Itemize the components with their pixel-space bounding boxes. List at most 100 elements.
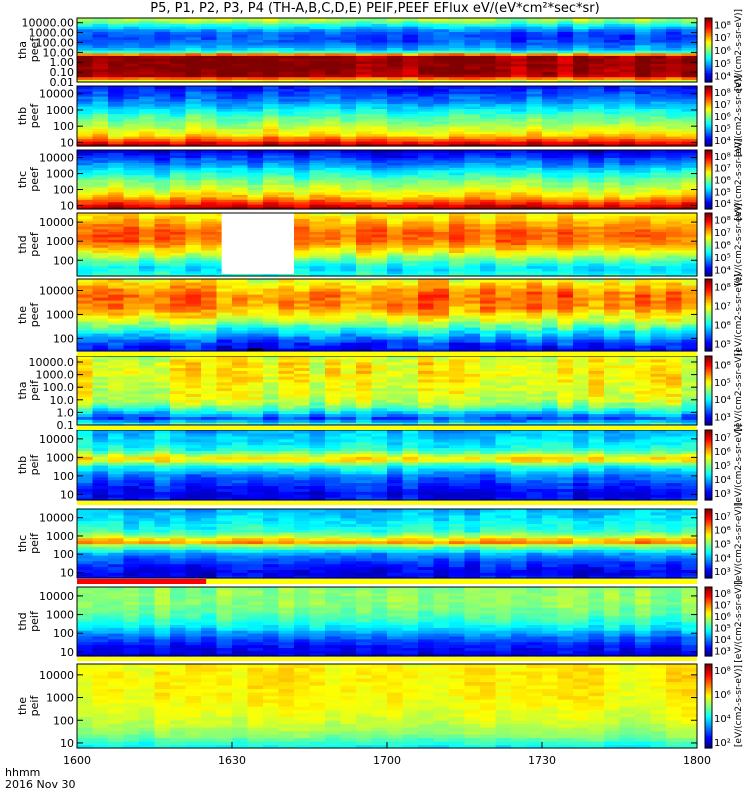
spectrogram-cell bbox=[666, 93, 683, 97]
spectrogram-cell bbox=[325, 177, 342, 181]
spectrogram-cell bbox=[681, 162, 698, 166]
spectrogram-cell bbox=[294, 194, 311, 198]
spectrogram-cell bbox=[170, 34, 187, 38]
spectrogram-cell bbox=[681, 60, 698, 64]
spectrogram-cell bbox=[356, 44, 373, 48]
spectrogram-cell bbox=[185, 63, 202, 67]
spectrogram-cell bbox=[681, 141, 698, 145]
spectrogram-cell bbox=[495, 157, 512, 161]
spectrogram-cell bbox=[387, 204, 404, 208]
spectrogram-cell bbox=[185, 159, 202, 163]
spectrogram-cell bbox=[635, 34, 652, 38]
spectrogram-cell bbox=[387, 36, 404, 40]
spectrogram-cell bbox=[557, 157, 574, 161]
spectrogram-cell bbox=[511, 206, 528, 210]
spectrogram-cell bbox=[278, 106, 295, 110]
spectrogram-cell bbox=[123, 143, 140, 147]
spectrogram-cell bbox=[309, 141, 326, 145]
panel-frame bbox=[76, 149, 698, 210]
spectrogram-cell bbox=[201, 52, 218, 56]
spectrogram-cell bbox=[557, 138, 574, 142]
spectrogram-cell bbox=[185, 118, 202, 122]
spectrogram-cell bbox=[511, 131, 528, 135]
spectrogram-cell bbox=[185, 123, 202, 127]
spectrogram-cell bbox=[170, 260, 187, 264]
spectrogram-cell bbox=[263, 279, 280, 283]
spectrogram-cell bbox=[604, 76, 621, 80]
spectrogram-cell bbox=[418, 52, 435, 56]
spectrogram-cell bbox=[216, 55, 233, 59]
spectrogram-cell bbox=[433, 34, 450, 38]
spectrogram-cell bbox=[650, 71, 667, 75]
spectrogram-cell bbox=[170, 249, 187, 253]
spectrogram-cell bbox=[294, 111, 311, 115]
spectrogram-cell bbox=[619, 141, 636, 145]
spectrogram-cell bbox=[201, 74, 218, 78]
spectrogram-cell bbox=[650, 150, 667, 154]
spectrogram-cell bbox=[542, 186, 559, 190]
spectrogram-cell bbox=[588, 279, 605, 283]
colorbar-tick-label: 10⁴ bbox=[714, 136, 731, 147]
spectrogram-cell bbox=[278, 162, 295, 166]
spectrogram-cell bbox=[170, 96, 187, 100]
spectrogram-cell bbox=[309, 154, 326, 158]
spectrogram-cell bbox=[387, 93, 404, 97]
spectrogram-cell bbox=[232, 79, 249, 83]
spectrogram-cell bbox=[340, 215, 357, 219]
colorbar-segment bbox=[705, 185, 712, 188]
spectrogram-cell bbox=[170, 86, 187, 90]
spectrogram-cell bbox=[92, 215, 109, 219]
spectrogram-cell bbox=[635, 55, 652, 59]
spectrogram-cell bbox=[495, 26, 512, 30]
spectrogram-cell bbox=[247, 108, 264, 112]
spectrogram-cell bbox=[232, 184, 249, 188]
spectrogram-cell bbox=[340, 136, 357, 140]
spectrogram-cell bbox=[449, 174, 466, 178]
spectrogram-cell bbox=[201, 196, 218, 200]
spectrogram-cell bbox=[247, 169, 264, 173]
spectrogram-cell bbox=[278, 150, 295, 154]
spectrogram-cell bbox=[464, 39, 481, 43]
spectrogram-cell bbox=[139, 66, 156, 70]
spectrogram-cell bbox=[542, 42, 559, 46]
spectrogram-cell bbox=[294, 157, 311, 161]
spectrogram-cell bbox=[325, 270, 342, 274]
y-tick-label: 10000 bbox=[39, 216, 74, 229]
spectrogram-cell bbox=[495, 150, 512, 154]
spectrogram-cell bbox=[263, 106, 280, 110]
spectrogram-cell bbox=[185, 126, 202, 130]
spectrogram-cell bbox=[278, 79, 295, 83]
spectrogram-cell bbox=[201, 121, 218, 125]
spectrogram-cell bbox=[247, 189, 264, 193]
y-tick-label: 1.00 bbox=[50, 56, 75, 69]
spectrogram-cell bbox=[588, 113, 605, 117]
spectrogram-cell bbox=[449, 86, 466, 90]
spectrogram-cell bbox=[604, 157, 621, 161]
spectrogram-cell bbox=[294, 55, 311, 59]
spectrogram-cell bbox=[263, 28, 280, 32]
spectrogram-cell bbox=[139, 159, 156, 163]
spectrogram-cell bbox=[278, 101, 295, 105]
spectrogram-cell bbox=[511, 177, 528, 181]
spectrogram-cell bbox=[309, 76, 326, 80]
spectrogram-cell bbox=[154, 143, 171, 147]
spectrogram-cell bbox=[77, 101, 94, 105]
spectrogram-cell bbox=[123, 239, 140, 243]
spectrogram-cell bbox=[340, 141, 357, 145]
spectrogram-cell bbox=[604, 121, 621, 125]
spectrogram-cell bbox=[433, 68, 450, 72]
colorbar-tick-label: 10⁵ bbox=[714, 59, 731, 70]
spectrogram-cell bbox=[418, 23, 435, 27]
spectrogram-cell bbox=[340, 265, 357, 269]
spectrogram-cell bbox=[154, 262, 171, 267]
spectrogram-cell bbox=[449, 196, 466, 200]
spectrogram-cell bbox=[201, 215, 218, 219]
colorbar-segment bbox=[705, 24, 712, 27]
spectrogram-cell bbox=[371, 255, 388, 259]
spectrogram-cell bbox=[263, 26, 280, 30]
spectrogram-cell bbox=[464, 68, 481, 72]
spectrogram-cell bbox=[495, 121, 512, 125]
spectrogram-cell bbox=[356, 194, 373, 198]
spectrogram-cell bbox=[170, 273, 187, 277]
